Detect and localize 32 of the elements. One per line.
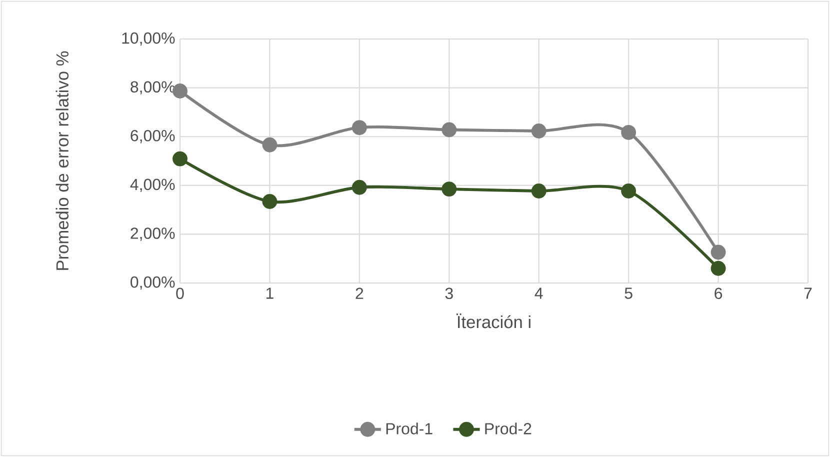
- y-tick-label: 0,00%: [130, 276, 175, 290]
- x-tick-label: 7: [804, 288, 812, 299]
- y-tick-label: 8,00%: [130, 81, 175, 94]
- x-tick-label: 2: [356, 288, 364, 299]
- x-tick-label: 4: [534, 288, 543, 299]
- x-tick-label: 5: [624, 288, 632, 299]
- point: [531, 124, 546, 138]
- point: [442, 182, 457, 197]
- point: [621, 184, 636, 198]
- point: [710, 260, 726, 276]
- legend-label: Prod-1: [386, 422, 432, 434]
- legend-label: Prod-2: [485, 422, 532, 434]
- point: [262, 137, 278, 152]
- y-tick-label: 2,00%: [130, 228, 175, 241]
- y-axis-title: Promedio de error relativo %: [56, 51, 69, 270]
- point: [172, 84, 188, 98]
- point: [621, 124, 636, 140]
- x-tick-label: 6: [714, 288, 722, 300]
- y-tick-label: 4,00%: [130, 178, 175, 192]
- point: [710, 244, 726, 260]
- x-tick-label: 0: [176, 288, 184, 300]
- x-tick-label: 3: [445, 288, 453, 300]
- point: [262, 194, 278, 209]
- point: [352, 180, 367, 195]
- point: [352, 120, 367, 136]
- point: [531, 184, 546, 198]
- y-tick-label: 6,00%: [130, 130, 175, 144]
- y-tick-label: 10,00%: [122, 32, 175, 46]
- x-axis-title: Ïteración i: [456, 314, 530, 328]
- x-tick-label: 1: [266, 288, 274, 299]
- point: [442, 122, 457, 138]
- point: [172, 151, 188, 166]
